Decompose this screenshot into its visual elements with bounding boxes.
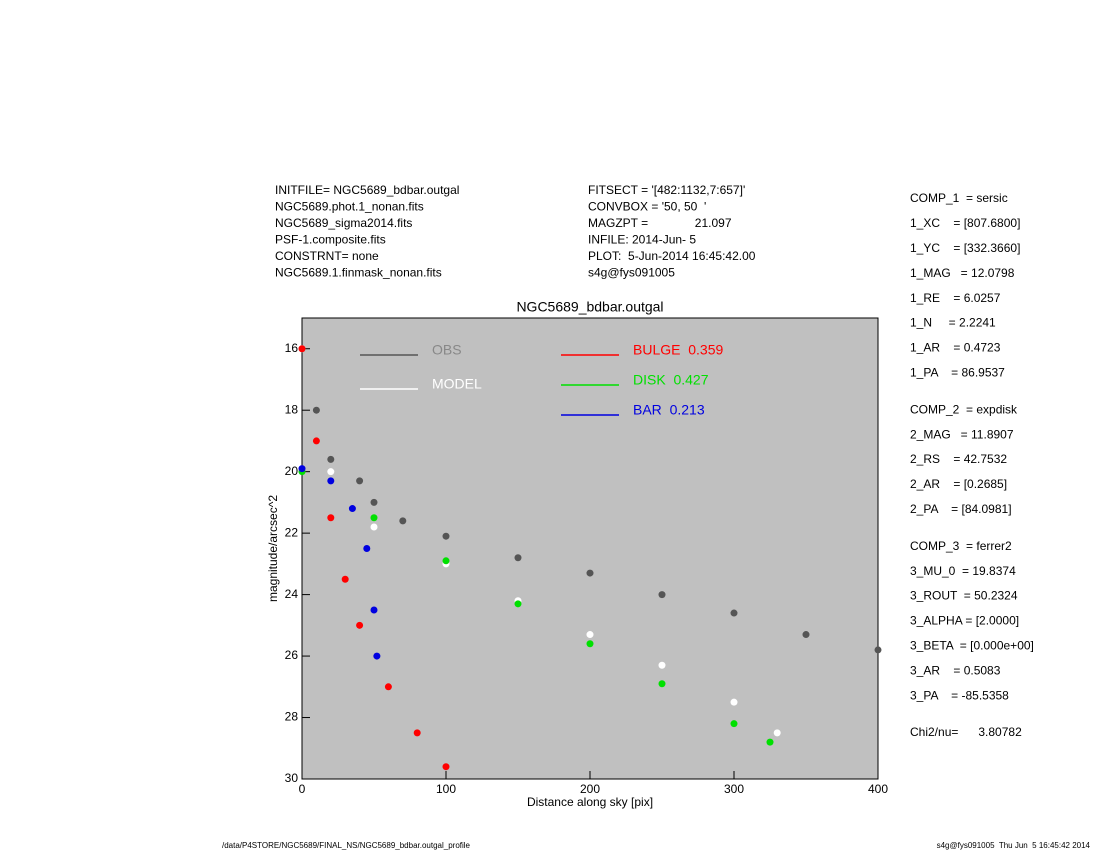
header-line: NGC5689.phot.1_nonan.fits	[275, 200, 424, 214]
param-line: 2_RS = 42.7532	[910, 452, 1007, 466]
legend-label: DISK 0.427	[633, 372, 709, 388]
footer-left: /data/P4STORE/NGC5689/FINAL_NS/NGC5689_b…	[222, 841, 471, 850]
x-tick-label: 0	[299, 782, 306, 796]
param-line: 1_YC = [332.3660]	[910, 241, 1020, 255]
header-line: FITSECT = '[482:1132,7:657]'	[588, 183, 745, 197]
y-tick-label: 26	[285, 648, 299, 662]
data-point	[356, 621, 364, 629]
data-point	[399, 517, 407, 525]
param-line: COMP_1 = sersic	[910, 191, 1008, 205]
data-point	[370, 498, 378, 506]
data-point	[370, 606, 378, 614]
x-tick-label: 200	[580, 782, 600, 796]
y-axis-label: magnitude/arcsec^2	[266, 495, 280, 602]
data-point	[327, 468, 335, 476]
header-line: CONVBOX = '50, 50 '	[588, 200, 706, 214]
data-point	[586, 569, 594, 577]
data-point	[773, 729, 781, 737]
y-tick-label: 22	[285, 525, 299, 539]
param-line: 1_PA = 86.9537	[910, 365, 1005, 379]
param-line: 3_BETA = [0.000e+00]	[910, 638, 1034, 652]
param-line: 3_MU_0 = 19.8374	[910, 564, 1016, 578]
data-point	[586, 631, 594, 639]
y-tick-label: 16	[285, 341, 299, 355]
data-point	[327, 514, 335, 522]
data-point	[312, 406, 320, 414]
data-point	[341, 575, 349, 583]
param-line: 3_PA = -85.5358	[910, 688, 1009, 702]
data-point	[730, 609, 738, 617]
param-line: 3_AR = 0.5083	[910, 663, 1001, 677]
param-line: 2_AR = [0.2685]	[910, 477, 1007, 491]
header-line: PSF-1.composite.fits	[275, 233, 386, 247]
param-line: 1_XC = [807.6800]	[910, 216, 1020, 230]
data-point	[766, 738, 774, 746]
param-line: 1_N = 2.2241	[910, 316, 996, 330]
chart-title: NGC5689_bdbar.outgal	[516, 299, 663, 315]
param-line: 3_ROUT = 50.2324	[910, 589, 1018, 603]
param-line: 1_MAG = 12.0798	[910, 266, 1015, 280]
legend-label: BULGE 0.359	[633, 342, 723, 358]
data-point	[298, 465, 306, 473]
data-point	[514, 554, 522, 562]
x-tick-label: 100	[436, 782, 456, 796]
data-point	[586, 640, 594, 648]
data-point	[413, 729, 421, 737]
x-tick-label: 400	[868, 782, 888, 796]
data-point	[442, 557, 450, 565]
y-tick-label: 18	[285, 402, 299, 416]
data-point	[373, 652, 381, 660]
header-line: MAGZPT = 21.097	[588, 216, 732, 230]
header-line: PLOT: 5-Jun-2014 16:45:42.00	[588, 249, 756, 263]
data-point	[658, 661, 666, 669]
legend-label: OBS	[432, 342, 462, 358]
plot-area	[301, 317, 879, 780]
data-point	[384, 683, 392, 691]
data-point	[802, 631, 810, 639]
param-line: 3_ALPHA = [2.0000]	[910, 614, 1019, 628]
header-line: CONSTRNT= none	[275, 249, 379, 263]
data-point	[327, 477, 335, 485]
param-line: 2_PA = [84.0981]	[910, 502, 1012, 516]
data-point	[730, 698, 738, 706]
param-line: 1_RE = 6.0257	[910, 291, 1001, 305]
param-line: Chi2/nu= 3.80782	[910, 725, 1022, 739]
footer-right: s4g@fys091005 Thu Jun 5 16:45:42 2014	[937, 841, 1091, 850]
y-tick-label: 20	[285, 464, 299, 478]
y-tick-label: 30	[285, 771, 299, 785]
data-point	[514, 600, 522, 608]
data-point	[312, 437, 320, 445]
data-point	[370, 523, 378, 531]
data-point	[356, 477, 364, 485]
header-line: s4g@fys091005	[588, 266, 675, 280]
x-axis-label: Distance along sky [pix]	[527, 795, 653, 809]
data-point	[348, 505, 356, 513]
data-point	[363, 545, 371, 552]
header-line: NGC5689.1.finmask_nonan.fits	[275, 266, 442, 280]
header-line: NGC5689_sigma2014.fits	[275, 216, 412, 230]
legend-label: BAR 0.213	[633, 402, 705, 418]
data-point	[298, 345, 306, 353]
data-point	[658, 680, 666, 688]
data-point	[327, 455, 335, 463]
header-line: INITFILE= NGC5689_bdbar.outgal	[275, 183, 459, 197]
data-point	[442, 763, 450, 771]
param-line: COMP_3 = ferrer2	[910, 539, 1012, 553]
param-line: 2_MAG = 11.8907	[910, 427, 1014, 441]
data-point	[442, 532, 450, 540]
legend-label: MODEL	[432, 376, 482, 392]
y-tick-label: 24	[285, 587, 299, 601]
y-tick-label: 28	[285, 710, 299, 724]
param-line: COMP_2 = expdisk	[910, 402, 1018, 416]
data-point	[730, 720, 738, 728]
param-line: 1_AR = 0.4723	[910, 341, 1001, 355]
data-point	[658, 591, 666, 599]
data-point	[874, 646, 882, 654]
header-line: INFILE: 2014-Jun- 5	[588, 233, 696, 247]
x-tick-label: 300	[724, 782, 744, 796]
data-point	[370, 514, 378, 522]
